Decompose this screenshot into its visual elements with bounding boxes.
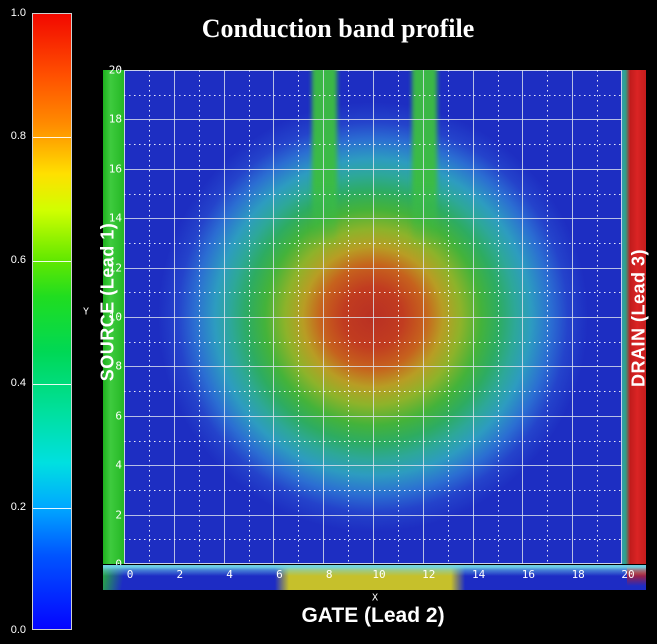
heatmap-stripe-right <box>412 70 437 252</box>
gridline-vertical <box>472 70 474 564</box>
y-tick-label: 6 <box>115 409 122 423</box>
gridline-horizontal <box>124 415 622 417</box>
colorbar-tick-label: 0.2 <box>10 500 26 513</box>
y-tick-label: 0 <box>115 557 122 571</box>
gridline-horizontal <box>124 341 622 343</box>
drain-lead-bar <box>630 70 646 564</box>
gridline-vertical <box>422 70 424 564</box>
gate-source-blend <box>103 565 127 590</box>
x-tick-label: 18 <box>571 568 585 581</box>
gridline-vertical <box>597 70 599 564</box>
colorbar-tickline <box>33 384 71 386</box>
gridline-vertical <box>572 70 574 564</box>
gridline-horizontal <box>124 391 622 393</box>
x-tick-label: 14 <box>471 568 486 581</box>
gridline-horizontal <box>124 514 622 516</box>
gridline-vertical <box>522 70 524 564</box>
gridline-vertical <box>547 70 549 564</box>
x-axis-label: X <box>371 592 379 604</box>
gate-lead-bar: 0 2 4 6 8 10 12 14 16 18 20 <box>103 565 646 590</box>
heatmap-stripe-left <box>312 70 337 252</box>
plot-area[interactable] <box>124 70 622 564</box>
y-tick-label: 12 <box>108 261 122 275</box>
gridline-horizontal <box>124 489 622 491</box>
gridline-horizontal <box>124 465 622 467</box>
colorbar-tick-label: 0.6 <box>10 253 26 266</box>
colorbar-tickline <box>33 507 71 509</box>
y-tick-label: 20 <box>108 63 122 77</box>
y-tick-label: 10 <box>108 310 122 324</box>
chart-title: Conduction band profile <box>201 14 475 43</box>
y-axis-label: Y <box>82 306 90 318</box>
gridline-vertical <box>497 70 499 564</box>
colorbar <box>32 13 72 630</box>
colorbar-tick-label: 0.8 <box>10 130 26 143</box>
gridline-vertical <box>397 70 399 564</box>
y-tick-label: 16 <box>108 162 122 176</box>
colorbar-scale: 1.0 0.8 0.6 0.4 0.2 0.0 <box>2 7 28 636</box>
colorbar-tick-label: 1.0 <box>10 7 26 19</box>
y-tick-label: 18 <box>108 112 122 126</box>
gate-lead-label: GATE (Lead 2) <box>301 604 445 627</box>
source-lead-bar <box>103 70 124 564</box>
drain-blend-strip <box>622 70 630 564</box>
y-tick-label: 2 <box>115 508 122 522</box>
gridline-vertical <box>447 70 449 564</box>
gridline-horizontal <box>124 539 622 541</box>
x-tick-label: 4 <box>226 568 233 581</box>
x-tick-label: 2 <box>176 568 184 581</box>
y-tick-label: 8 <box>115 359 122 373</box>
gate-segment <box>275 565 465 590</box>
x-tick-label: 16 <box>521 568 536 581</box>
x-tick-label: 12 <box>422 568 436 581</box>
colorbar-tick-label: 0.4 <box>10 377 26 390</box>
colorbar-tickline <box>33 137 71 139</box>
gridline-horizontal <box>124 317 622 318</box>
gridline-horizontal <box>124 440 622 442</box>
y-tick-label: 4 <box>115 458 122 472</box>
colorbar-tickline <box>33 260 71 262</box>
x-tick-label: 8 <box>325 568 333 581</box>
drain-lead-label: DRAIN (Lead 3) <box>628 248 649 388</box>
x-tick-label: 6 <box>276 568 283 581</box>
y-axis-ticks: 0 2 4 6 8 10 12 14 16 18 20 <box>63 64 123 571</box>
y-tick-label: 14 <box>108 211 122 225</box>
gridline-horizontal <box>124 366 622 368</box>
x-tick-label: 20 <box>621 568 635 581</box>
x-tick-label: 0 <box>126 568 134 581</box>
colorbar-tick-label: 0.0 <box>10 624 26 636</box>
x-tick-label: 10 <box>372 568 386 581</box>
